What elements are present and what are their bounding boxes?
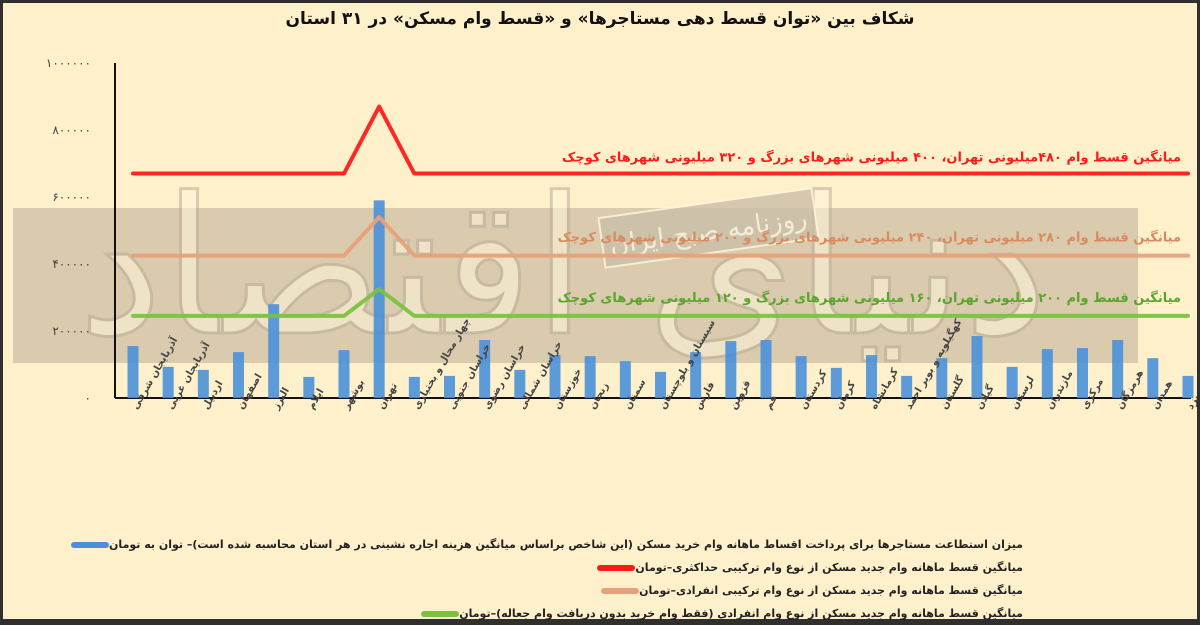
legend-item-green: میانگین قسط ماهانه وام جدید مسکن از نوع … [183, 602, 1023, 625]
bar-21 [866, 355, 877, 398]
bar-26 [1041, 349, 1053, 398]
bar-14 [619, 361, 631, 398]
chart-frame: شکاف بین «توان قسط دهی مستاجرها» و «قسط … [3, 3, 1197, 620]
legend: میزان استطاعت مستاجرها برای پرداخت اقساط… [71, 533, 1023, 625]
x-tick-label: یزد [1185, 393, 1197, 412]
bar-20 [830, 367, 842, 398]
bar-8 [408, 376, 420, 398]
bar-13 [584, 356, 596, 398]
bar-28 [1112, 340, 1124, 398]
bar-12 [549, 355, 561, 398]
series-line-green [131, 287, 1190, 318]
bar-7 [373, 200, 385, 398]
watermark-band [13, 208, 1138, 363]
annotation-green: میانگین قسط وام ۲۰۰ میلیونی تهران، ۱۶۰ م… [558, 289, 1182, 306]
bar-29 [1147, 358, 1159, 398]
legend-item-bar: میزان استطاعت مستاجرها برای پرداخت اقساط… [71, 533, 1023, 556]
bar-6 [338, 350, 350, 398]
chart-title: شکاف بین «توان قسط دهی مستاجرها» و «قسط … [285, 9, 915, 29]
annotation-orange: میانگین قسط وام ۲۸۰ میلیونی تهران، ۲۴۰ م… [558, 229, 1182, 246]
bar-2 [197, 369, 209, 398]
bar-22 [901, 375, 913, 398]
series-line-orange [131, 215, 1190, 258]
legend-item-red: میانگین قسط ماهانه وام جدید مسکن از نوع … [183, 556, 1023, 579]
legend-label: میزان استطاعت مستاجرها برای پرداخت اقساط… [109, 538, 1023, 551]
bar-19 [795, 356, 807, 398]
y-tick-label: ۶۰۰۰۰۰ [52, 190, 91, 204]
bar-24 [971, 336, 983, 398]
y-tick-label: ۸۰۰۰۰۰ [52, 123, 91, 137]
y-tick-label: ۱۰۰۰۰۰۰ [46, 56, 91, 70]
bar-11 [514, 369, 526, 398]
watermark-text: دنیای اقتصاد [78, 157, 1048, 378]
bar-1 [162, 366, 174, 398]
legend-item-orange: میانگین قسط ماهانه وام جدید مسکن از نوع … [183, 579, 1023, 602]
annotation-red: میانگین قسط وام ۴۸۰میلیونی تهران، ۴۰۰ می… [562, 149, 1181, 166]
y-tick-label: ۲۰۰۰۰۰ [52, 324, 91, 338]
bar-15 [655, 371, 666, 398]
bar-10 [479, 340, 491, 398]
series-line-red [131, 104, 1190, 176]
legend-swatch-orange [601, 587, 640, 594]
legend-label: میانگین قسط ماهانه وام جدید مسکن از نوع … [639, 584, 1023, 597]
bar-0 [127, 346, 139, 398]
y-tick-label: ۰ [85, 391, 91, 405]
watermark-stamp [597, 187, 820, 269]
legend-label: میانگین قسط ماهانه وام جدید مسکن از نوع … [635, 561, 1023, 574]
bar-9 [444, 375, 455, 398]
y-tick-label: ۴۰۰۰۰۰ [52, 257, 91, 271]
bar-23 [936, 358, 948, 398]
bar-16 [690, 352, 702, 398]
legend-swatch-red [597, 564, 636, 571]
bar-30 [1182, 375, 1194, 398]
legend-label: میانگین قسط ماهانه وام جدید مسکن از نوع … [459, 607, 1023, 620]
bar-4 [268, 304, 280, 398]
bar-18 [760, 340, 772, 398]
bar-3 [233, 352, 244, 398]
legend-swatch-bar [71, 541, 110, 548]
bar-17 [725, 341, 737, 398]
bar-5 [303, 376, 315, 398]
legend-swatch-green [421, 610, 460, 617]
bar-25 [1006, 366, 1018, 398]
bar-27 [1077, 348, 1088, 398]
